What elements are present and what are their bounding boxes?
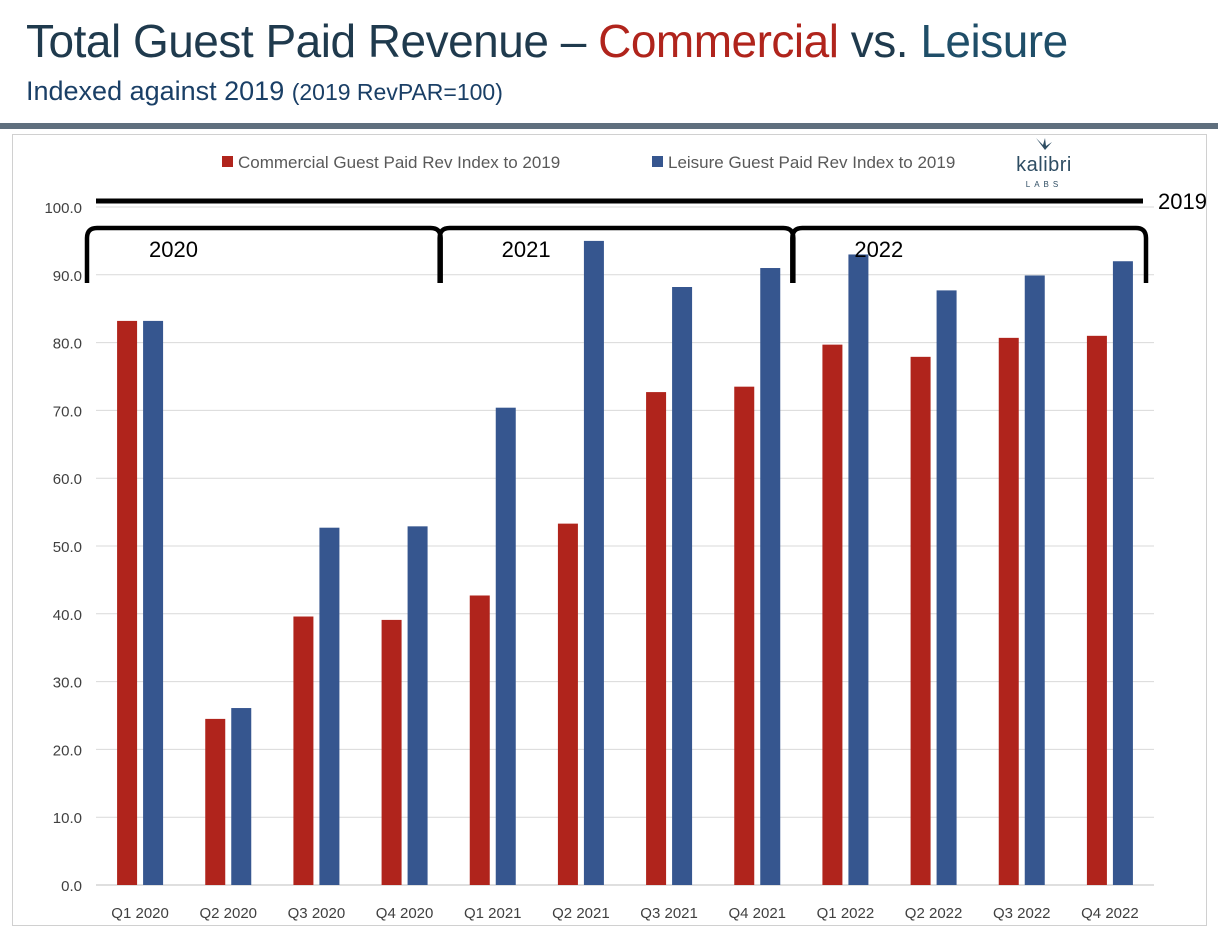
logo-wordmark: kalibri [1016, 154, 1072, 176]
x-tick-label: Q2 2020 [199, 905, 257, 922]
baseline-2019-label: 2019 [1158, 189, 1207, 214]
commercial-bar [557, 523, 578, 885]
commercial-bar [293, 616, 314, 885]
x-tick-label: Q4 2021 [728, 905, 786, 922]
commercial-bar [1086, 335, 1107, 885]
legend-swatch-leisure [652, 156, 663, 167]
y-tick-label: 50.0 [53, 539, 82, 556]
legend-swatch-commercial [222, 156, 233, 167]
x-tick-label: Q3 2020 [288, 905, 346, 922]
commercial-bar [646, 392, 667, 885]
y-tick-label: 10.0 [53, 810, 82, 827]
x-tick-label: Q1 2020 [111, 905, 169, 922]
subtitle-paren: (2019 RevPAR=100) [291, 79, 503, 105]
leisure-bar [143, 320, 164, 885]
leisure-bar [231, 708, 252, 885]
y-tick-label: 30.0 [53, 675, 82, 692]
title-vs: vs. [838, 15, 921, 67]
legend-label-leisure: Leisure Guest Paid Rev Index to 2019 [668, 153, 955, 172]
commercial-bar [822, 344, 843, 885]
y-tick-label: 100.0 [44, 200, 82, 217]
subtitle-main: Indexed against 2019 [26, 76, 292, 106]
leisure-bar [1024, 275, 1045, 885]
x-tick-label: Q2 2021 [552, 905, 610, 922]
leisure-bar [407, 526, 428, 885]
leisure-bar [760, 268, 781, 885]
kalibri-logo: kalibri LABS [1004, 136, 1084, 192]
x-tick-label: Q3 2021 [640, 905, 698, 922]
commercial-bar [469, 595, 490, 885]
leisure-bar [848, 254, 869, 885]
y-tick-label: 80.0 [53, 336, 82, 353]
bird-icon [1036, 138, 1052, 150]
page-subtitle: Indexed against 2019 (2019 RevPAR=100) [26, 76, 503, 107]
leisure-bar [495, 407, 516, 885]
legend-label-commercial: Commercial Guest Paid Rev Index to 2019 [238, 153, 560, 172]
commercial-bar [205, 718, 226, 885]
leisure-bar [583, 240, 604, 885]
x-tick-label: Q4 2022 [1081, 905, 1139, 922]
commercial-bar [910, 356, 931, 885]
y-tick-label: 40.0 [53, 607, 82, 624]
commercial-bar [381, 619, 402, 885]
y-tick-label: 60.0 [53, 471, 82, 488]
year-bracket-label: 2020 [149, 237, 198, 262]
title-commercial: Commercial [598, 15, 839, 67]
y-tick-label: 90.0 [53, 268, 82, 285]
title-leisure: Leisure [920, 15, 1068, 67]
x-tick-label: Q2 2022 [905, 905, 963, 922]
y-tick-label: 0.0 [61, 878, 82, 895]
logo-sub: LABS [1025, 180, 1063, 189]
leisure-bar [672, 287, 693, 885]
year-bracket-label: 2021 [502, 237, 551, 262]
title-prefix: Total Guest Paid Revenue – [26, 15, 599, 67]
slide-header: Total Guest Paid Revenue – Commercial vs… [0, 0, 1218, 124]
leisure-bar [1112, 261, 1133, 885]
leisure-bar [319, 527, 340, 885]
header-divider [0, 123, 1218, 129]
commercial-bar [998, 337, 1019, 885]
commercial-bar [734, 386, 755, 885]
y-tick-label: 20.0 [53, 742, 82, 759]
commercial-bar [117, 320, 138, 885]
x-tick-label: Q1 2022 [817, 905, 875, 922]
x-tick-label: Q3 2022 [993, 905, 1051, 922]
x-tick-label: Q4 2020 [376, 905, 434, 922]
y-tick-label: 70.0 [53, 403, 82, 420]
leisure-bar [936, 290, 957, 885]
page-title: Total Guest Paid Revenue – Commercial vs… [26, 14, 1068, 68]
year-bracket-label: 2022 [854, 237, 903, 262]
year-bracket-2022 [790, 225, 1149, 283]
x-tick-label: Q1 2021 [464, 905, 522, 922]
